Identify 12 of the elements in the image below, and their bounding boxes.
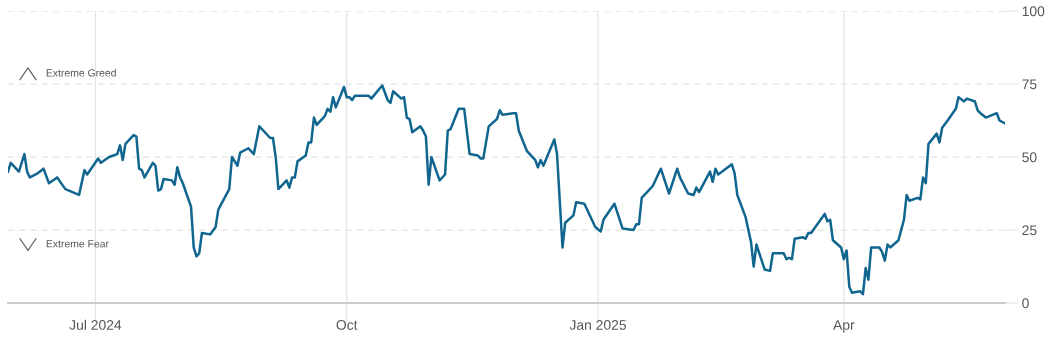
y-tick-label: 75: [1022, 79, 1037, 90]
x-tick-label: Jul 2024: [69, 319, 122, 330]
y-tick-label: 0: [1022, 298, 1029, 309]
x-tick-label: Apr: [833, 320, 855, 333]
y-tick-label: 50: [1022, 152, 1037, 163]
annotation: Extreme Fear: [46, 240, 109, 248]
y-tick-label: 100: [1022, 6, 1045, 17]
y-tick-label: 25: [1022, 225, 1037, 236]
annotation: Extreme Greed: [46, 68, 116, 77]
x-tick-label: Jan 2025: [569, 320, 626, 330]
x-tick-label: Oct: [336, 320, 358, 330]
line-series: [8, 84, 1005, 296]
